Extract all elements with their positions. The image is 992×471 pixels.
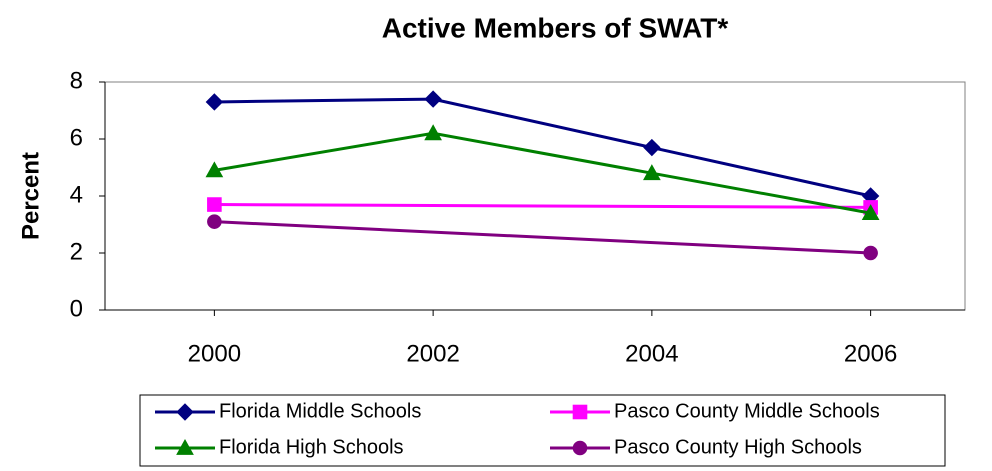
- marker: [643, 138, 661, 157]
- y-tick-label: 8: [70, 67, 83, 94]
- y-tick-label: 4: [70, 181, 83, 208]
- marker: [572, 440, 588, 456]
- marker: [424, 124, 442, 141]
- y-axis-label: Percent: [17, 152, 44, 240]
- marker: [643, 164, 661, 181]
- x-tick-label: 2002: [406, 340, 459, 367]
- marker: [861, 204, 880, 220]
- series-line: [214, 203, 871, 209]
- series-line: [214, 131, 871, 215]
- series-line: [214, 97, 871, 198]
- chart-title: Active Members of SWAT*: [382, 12, 729, 43]
- marker: [176, 403, 194, 421]
- marker: [176, 438, 194, 455]
- series-line: [214, 220, 871, 255]
- legend-label: Pasco County High Schools: [614, 436, 862, 458]
- y-tick-label: 0: [70, 295, 83, 322]
- marker: [205, 161, 224, 178]
- marker: [205, 93, 224, 111]
- marker: [207, 197, 222, 212]
- legend-label: Florida Middle Schools: [219, 400, 421, 422]
- legend-label: Pasco County Middle Schools: [614, 400, 880, 422]
- marker: [863, 245, 878, 261]
- x-tick-label: 2000: [188, 340, 241, 367]
- plot-area: [104, 81, 966, 311]
- marker: [424, 90, 442, 108]
- marker: [207, 214, 222, 229]
- marker: [572, 404, 588, 420]
- legend-label: Florida High Schools: [219, 436, 404, 458]
- legend-box: [139, 394, 946, 467]
- y-tick-label: 2: [70, 238, 83, 265]
- x-tick-label: 2006: [844, 340, 897, 367]
- x-tick-label: 2004: [625, 340, 678, 367]
- y-tick-label: 6: [70, 124, 83, 151]
